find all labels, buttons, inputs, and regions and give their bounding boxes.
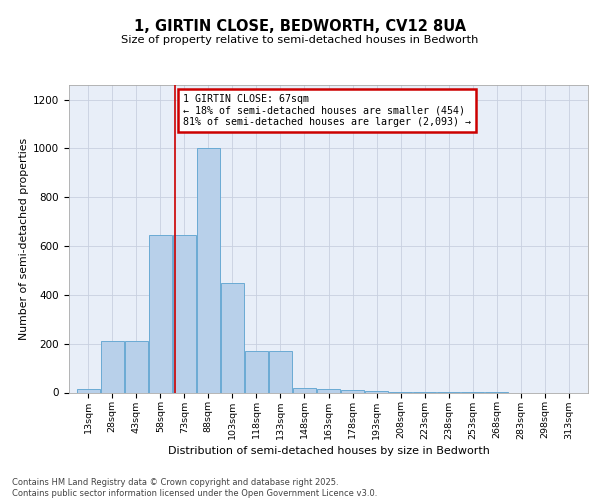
Bar [197,148,220,392]
Bar [77,389,100,392]
Bar [149,235,172,392]
Text: Size of property relative to semi-detached houses in Bedworth: Size of property relative to semi-detach… [121,35,479,45]
Bar [317,389,340,392]
Text: 1, GIRTIN CLOSE, BEDWORTH, CV12 8UA: 1, GIRTIN CLOSE, BEDWORTH, CV12 8UA [134,19,466,34]
Bar [125,341,148,392]
Bar [221,282,244,393]
Bar [341,390,364,392]
Bar [293,388,316,392]
Bar [245,351,268,393]
X-axis label: Distribution of semi-detached houses by size in Bedworth: Distribution of semi-detached houses by … [167,446,490,456]
Text: Contains HM Land Registry data © Crown copyright and database right 2025.
Contai: Contains HM Land Registry data © Crown c… [12,478,377,498]
Bar [101,341,124,392]
Text: 1 GIRTIN CLOSE: 67sqm
← 18% of semi-detached houses are smaller (454)
81% of sem: 1 GIRTIN CLOSE: 67sqm ← 18% of semi-deta… [183,94,471,128]
Bar [173,235,196,392]
Bar [269,351,292,393]
Y-axis label: Number of semi-detached properties: Number of semi-detached properties [19,138,29,340]
